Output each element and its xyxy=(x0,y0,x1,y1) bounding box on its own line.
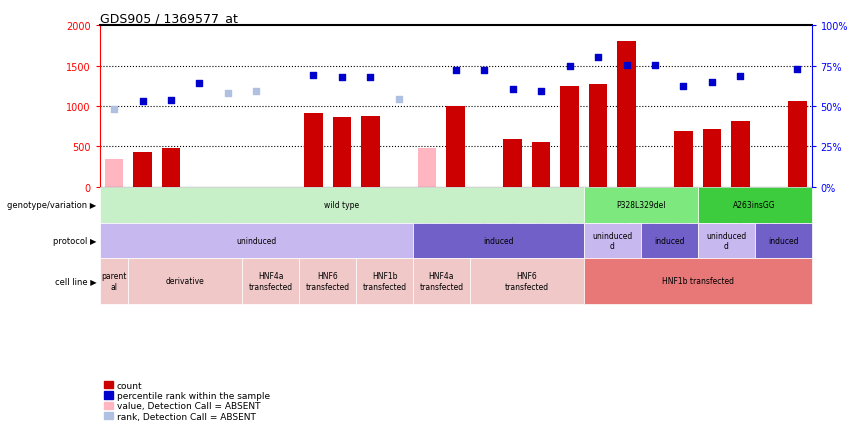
Bar xyxy=(100,187,584,223)
Point xyxy=(164,98,178,105)
Bar xyxy=(356,259,413,304)
Bar xyxy=(584,223,641,259)
Bar xyxy=(754,223,812,259)
Bar xyxy=(100,223,413,259)
Point xyxy=(449,68,463,75)
Bar xyxy=(641,223,698,259)
Bar xyxy=(584,259,812,304)
Text: HNF4a
transfected: HNF4a transfected xyxy=(248,272,293,291)
Text: HNF1b
transfected: HNF1b transfected xyxy=(363,272,406,291)
Point xyxy=(591,55,605,62)
Bar xyxy=(470,259,584,304)
Bar xyxy=(589,85,608,187)
Bar xyxy=(674,132,693,187)
Legend: count, percentile rank within the sample, value, Detection Call = ABSENT, rank, : count, percentile rank within the sample… xyxy=(104,381,270,421)
Text: induced: induced xyxy=(768,237,799,245)
Point xyxy=(676,83,690,90)
Bar xyxy=(503,140,522,187)
Point xyxy=(620,62,634,69)
Text: wild type: wild type xyxy=(325,201,359,210)
Text: HNF6
transfected: HNF6 transfected xyxy=(505,272,549,291)
Bar xyxy=(100,259,128,304)
Point xyxy=(107,106,121,113)
Text: P328L329del: P328L329del xyxy=(616,201,666,210)
Point xyxy=(506,86,520,93)
Bar xyxy=(731,122,750,187)
Point xyxy=(391,96,405,103)
Bar xyxy=(242,259,299,304)
Point xyxy=(335,74,349,81)
Text: protocol ▶: protocol ▶ xyxy=(53,237,96,245)
Point xyxy=(648,62,662,69)
Point xyxy=(705,79,719,86)
Point xyxy=(364,74,378,81)
Text: HNF1b transfected: HNF1b transfected xyxy=(661,277,733,286)
Text: uninduced
d: uninduced d xyxy=(592,231,633,250)
Text: HNF6
transfected: HNF6 transfected xyxy=(306,272,350,291)
Point xyxy=(562,63,576,70)
Bar xyxy=(105,160,123,187)
Text: induced: induced xyxy=(654,237,685,245)
Point xyxy=(733,73,747,80)
Text: induced: induced xyxy=(483,237,514,245)
Bar xyxy=(698,223,754,259)
Bar xyxy=(413,259,470,304)
Bar xyxy=(584,187,698,223)
Point xyxy=(135,99,149,105)
Point xyxy=(249,89,263,96)
Text: genotype/variation ▶: genotype/variation ▶ xyxy=(7,201,96,210)
Point xyxy=(477,67,491,74)
Point xyxy=(221,90,235,97)
Text: derivative: derivative xyxy=(166,277,205,286)
Point xyxy=(534,89,548,96)
Bar xyxy=(161,149,181,187)
Point xyxy=(306,72,320,79)
Bar xyxy=(418,149,437,187)
Bar xyxy=(532,142,550,187)
Text: A263insGG: A263insGG xyxy=(733,201,776,210)
Bar xyxy=(304,113,323,187)
Bar xyxy=(698,187,812,223)
Text: uninduced: uninduced xyxy=(236,237,277,245)
Bar xyxy=(361,116,379,187)
Bar xyxy=(332,117,351,187)
Point xyxy=(791,66,805,73)
Text: GDS905 / 1369577_at: GDS905 / 1369577_at xyxy=(100,12,238,25)
Bar xyxy=(788,102,806,187)
Text: HNF4a
transfected: HNF4a transfected xyxy=(419,272,464,291)
Point xyxy=(193,81,207,88)
Text: parent
al: parent al xyxy=(102,272,127,291)
Bar xyxy=(561,87,579,187)
Bar xyxy=(413,223,584,259)
Bar xyxy=(128,259,242,304)
Bar xyxy=(134,153,152,187)
Text: uninduced
d: uninduced d xyxy=(706,231,746,250)
Bar xyxy=(703,129,721,187)
Text: cell line ▶: cell line ▶ xyxy=(55,277,96,286)
Bar xyxy=(299,259,356,304)
Bar xyxy=(617,42,635,187)
Bar xyxy=(446,107,465,187)
